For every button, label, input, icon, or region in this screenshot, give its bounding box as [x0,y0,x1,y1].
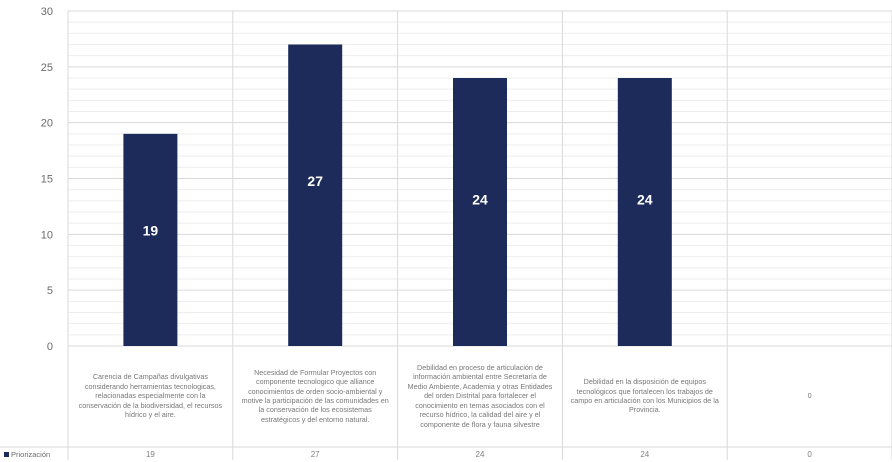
table-value: 27 [310,450,320,459]
bar [123,133,178,346]
legend-swatch [4,452,9,457]
bar [617,78,672,346]
bar-data-label: 19 [143,222,159,238]
bar-data-label: 27 [307,173,323,189]
bar-data-label: 24 [637,192,653,208]
table-value: 19 [145,450,155,459]
bar [453,78,507,346]
data-labels: 19 27 24 24 [143,173,653,238]
y-tick-label: 10 [41,229,53,241]
y-tick-label: 15 [41,174,53,186]
y-axis-ticks: 0 5 10 15 20 25 30 [41,6,53,353]
bar [288,44,343,346]
y-tick-label: 0 [47,341,53,353]
category-label: Necesidad de Formular Proyectos con comp… [241,367,389,424]
data-table-row: Priorización 19 27 24 24 0 [0,447,892,462]
y-tick-label: 25 [41,62,53,74]
category-label: Debilidad en la disposición de equipos t… [570,377,719,415]
legend-key: Priorización [4,450,50,459]
category-label: Carencia de Campañas divulgativas consid… [78,372,223,420]
table-value: 24 [640,450,650,459]
legend-label: Priorización [11,450,51,459]
table-value: 24 [475,450,485,459]
y-tick-label: 20 [41,118,53,130]
category-label: Debilidad en proceso de articulación de … [407,363,553,429]
bar-series-priorizacion [123,44,672,346]
category-label: 0 [807,391,812,401]
y-tick-label: 30 [41,6,53,18]
table-value: 0 [807,450,812,459]
bar-data-label: 24 [472,192,488,208]
y-tick-label: 5 [47,285,53,297]
